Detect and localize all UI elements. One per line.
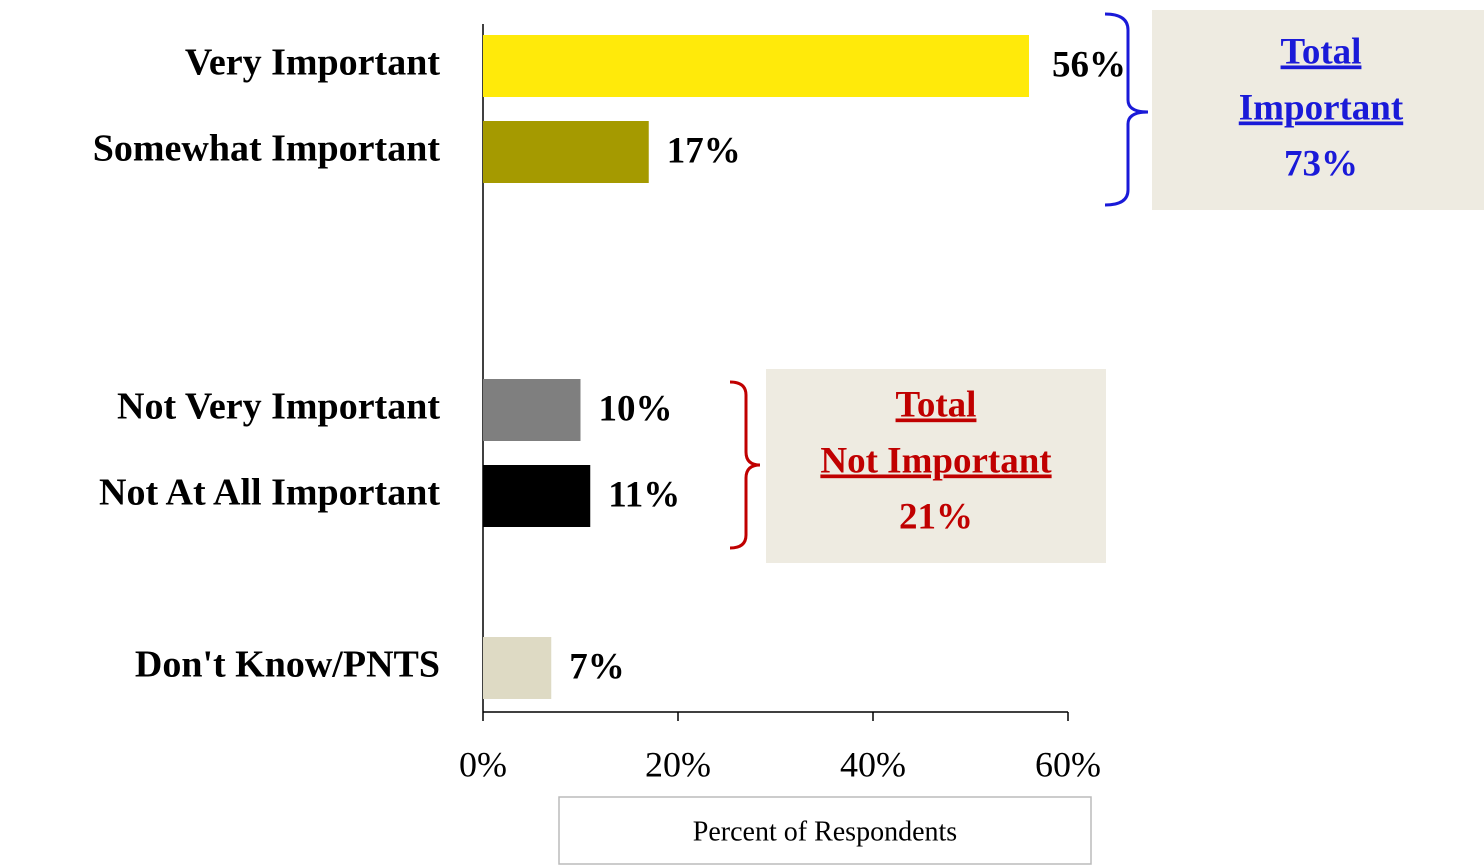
axis-label-box xyxy=(558,796,1092,865)
x-tick-label: 20% xyxy=(645,744,711,784)
data-label: 56% xyxy=(1052,44,1126,85)
annotation-value: 73% xyxy=(1284,143,1358,184)
bar xyxy=(483,35,1029,97)
annotation-text: Total xyxy=(1281,31,1362,72)
annotation-box xyxy=(1152,10,1484,210)
bar xyxy=(483,465,591,527)
data-label: 11% xyxy=(608,474,680,515)
annotation-text: Important xyxy=(1239,87,1404,128)
x-tick-label: 0% xyxy=(459,744,507,784)
y-tick-label: Very Important xyxy=(185,42,440,84)
data-label: 17% xyxy=(667,130,741,171)
y-tick-label: Not Very Important xyxy=(117,386,440,428)
annotation-text: Not Important xyxy=(820,440,1052,481)
y-tick-label: Somewhat Important xyxy=(93,128,441,170)
bar xyxy=(483,121,649,183)
annotation-value: 21% xyxy=(899,496,973,537)
y-tick-label: Not At All Important xyxy=(99,472,440,514)
annotation-text: Total xyxy=(896,384,977,425)
x-axis-label: Percent of Respondents xyxy=(693,816,957,847)
data-label: 10% xyxy=(599,388,673,429)
y-tick-label: Don't Know/PNTS xyxy=(135,644,440,686)
bar xyxy=(483,637,552,699)
bracket xyxy=(1104,12,1149,207)
annotation-box xyxy=(766,369,1106,563)
bracket xyxy=(729,380,761,550)
x-tick-label: 40% xyxy=(840,744,906,784)
bar xyxy=(483,379,581,441)
x-tick-label: 60% xyxy=(1035,744,1101,784)
data-label: 7% xyxy=(569,646,625,687)
